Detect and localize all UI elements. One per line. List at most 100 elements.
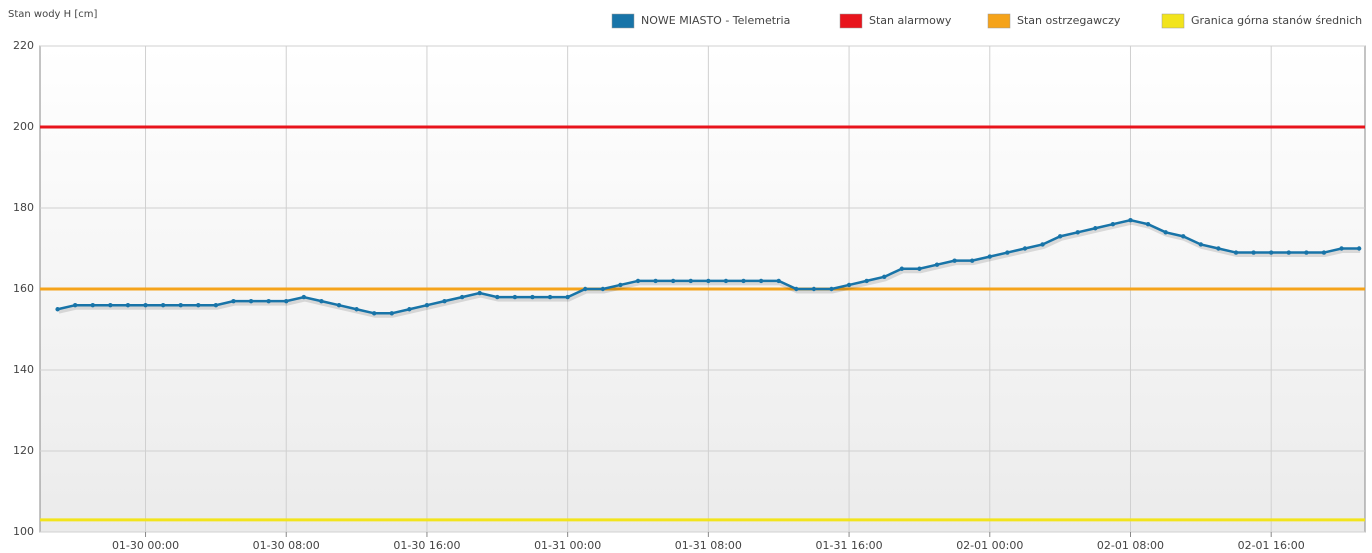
x-tick-label: 01-31 00:00	[534, 539, 601, 552]
x-tick-label: 01-30 16:00	[393, 539, 460, 552]
point	[336, 303, 342, 308]
point	[952, 258, 957, 263]
point	[1198, 242, 1204, 247]
point	[1304, 250, 1309, 255]
point	[1163, 230, 1168, 235]
point	[670, 278, 676, 284]
point	[723, 278, 729, 284]
point	[794, 286, 799, 292]
point	[618, 282, 623, 288]
legend-label: Stan alarmowy	[869, 14, 952, 27]
x-tick-label: 01-31 08:00	[675, 539, 742, 552]
point	[811, 286, 817, 292]
point	[1181, 234, 1186, 239]
point	[1268, 250, 1274, 255]
point	[969, 258, 975, 263]
point	[196, 303, 201, 308]
x-tick-label: 01-31 16:00	[815, 539, 882, 552]
point	[512, 294, 518, 300]
point	[90, 303, 95, 308]
point	[248, 298, 254, 304]
point	[354, 307, 359, 312]
x-tick-label: 01-30 00:00	[112, 539, 179, 552]
point	[706, 278, 711, 284]
point	[1110, 222, 1116, 227]
point	[635, 278, 641, 284]
point	[1216, 246, 1221, 251]
point	[319, 298, 324, 304]
point	[1233, 250, 1239, 255]
point	[758, 278, 764, 284]
point	[160, 303, 166, 308]
point	[864, 278, 869, 284]
x-tick-label: 02-01 08:00	[1097, 539, 1164, 552]
point	[653, 278, 658, 284]
legend-label: Granica górna stanów średnich	[1191, 14, 1362, 27]
point	[565, 294, 570, 300]
point	[459, 294, 465, 300]
y-tick-label: 100	[13, 525, 34, 538]
point	[688, 278, 693, 284]
point	[776, 278, 781, 284]
legend-label: Stan ostrzegawczy	[1017, 14, 1121, 27]
legend-swatch	[987, 13, 1011, 29]
legend-swatch	[839, 13, 863, 29]
point	[547, 294, 553, 300]
point	[1040, 242, 1045, 247]
point	[987, 254, 992, 259]
point	[917, 266, 922, 271]
point	[1286, 250, 1291, 255]
point	[1128, 217, 1133, 223]
point	[389, 311, 394, 316]
y-tick-label: 220	[13, 39, 34, 52]
point	[125, 303, 131, 308]
point	[600, 286, 606, 292]
point	[371, 311, 377, 316]
point	[1145, 222, 1151, 227]
x-tick-label: 01-30 08:00	[253, 539, 320, 552]
point	[1075, 230, 1080, 235]
x-tick-label: 02-01 00:00	[956, 539, 1023, 552]
x-tick-label: 02-01 16:00	[1238, 539, 1305, 552]
point	[1251, 250, 1256, 255]
point	[407, 307, 412, 312]
line-shadow	[58, 219, 1361, 318]
point	[882, 274, 887, 280]
point	[424, 303, 430, 308]
y-axis-label: Stan wody H [cm]	[8, 9, 97, 20]
y-tick-label: 120	[13, 444, 34, 457]
point	[284, 298, 289, 304]
point	[213, 303, 219, 308]
y-tick-label: 180	[13, 201, 34, 214]
point	[442, 298, 447, 304]
legend-label: NOWE MIASTO - Telemetria	[641, 14, 790, 27]
point	[178, 303, 183, 308]
legend-swatch	[1161, 13, 1185, 29]
point	[72, 303, 78, 308]
y-tick-label: 140	[13, 363, 34, 376]
point	[1093, 226, 1098, 231]
point	[108, 303, 113, 308]
point	[1022, 246, 1028, 251]
point	[530, 294, 535, 300]
point	[301, 294, 307, 300]
point	[846, 282, 852, 288]
point	[55, 307, 60, 312]
point	[1057, 234, 1063, 239]
point	[741, 278, 746, 284]
point	[1339, 246, 1344, 251]
point	[899, 266, 905, 271]
point	[1321, 250, 1327, 255]
point	[266, 298, 271, 304]
point	[1005, 250, 1010, 255]
point	[477, 290, 482, 296]
point	[231, 298, 236, 304]
y-tick-label: 160	[13, 282, 34, 295]
legend-swatch	[611, 13, 635, 29]
point	[143, 303, 148, 308]
point	[495, 294, 500, 300]
point	[934, 262, 940, 267]
point	[583, 286, 588, 292]
point	[1356, 246, 1362, 251]
